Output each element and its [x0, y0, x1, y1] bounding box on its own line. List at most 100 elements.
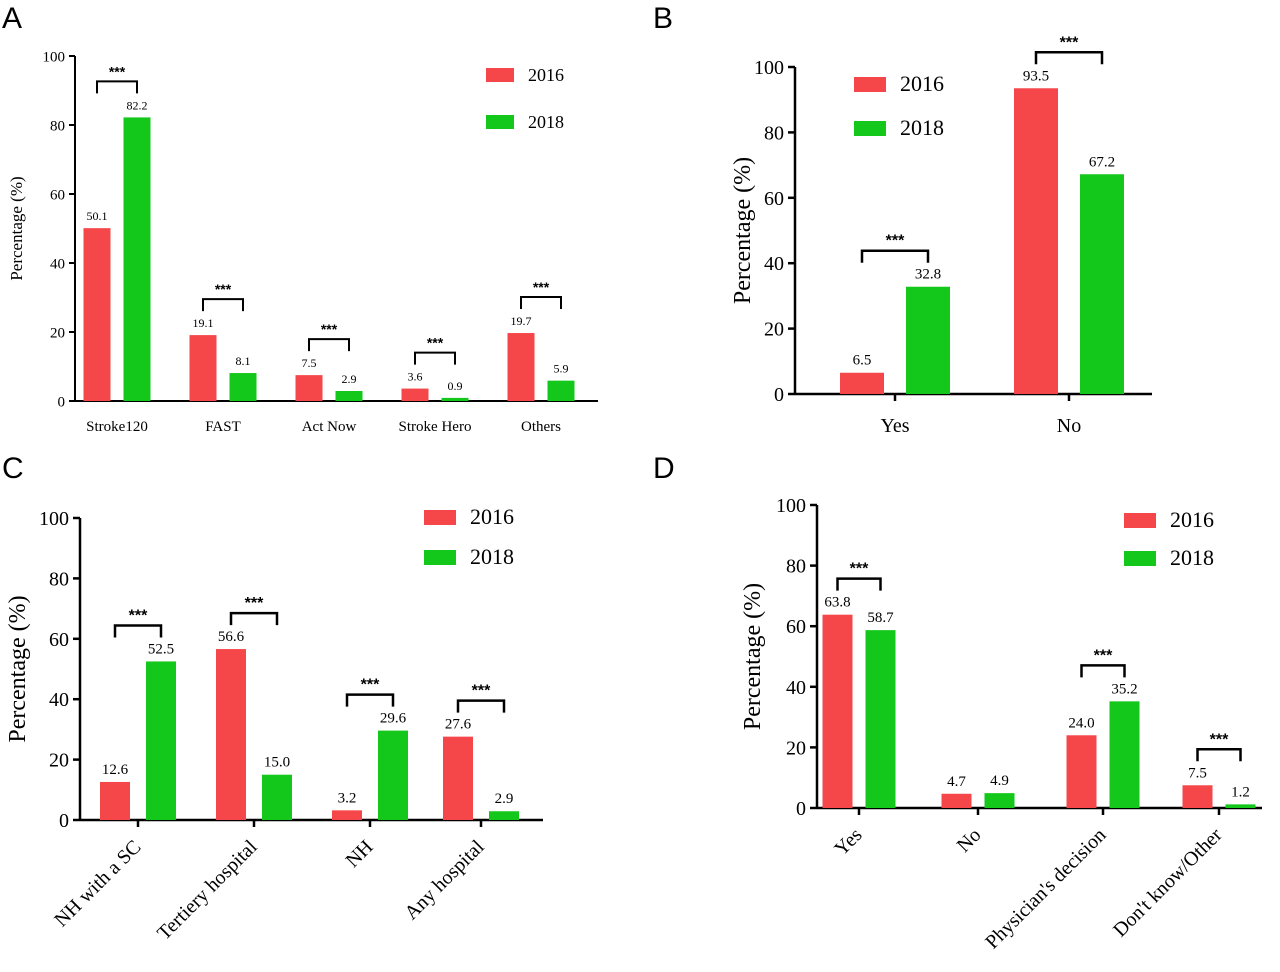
- legend-label: 2016: [1170, 507, 1214, 532]
- legend-label: 2016: [528, 65, 564, 85]
- legend-label: 2018: [900, 115, 944, 140]
- data-label: 67.2: [1089, 154, 1115, 170]
- x-tick-label: Physician's decision: [981, 824, 1110, 953]
- significance-marker: ***: [321, 321, 338, 337]
- data-label: 82.2: [127, 98, 148, 112]
- y-tick-label: 20: [764, 319, 784, 341]
- y-axis-title: Percentage (%): [5, 595, 31, 742]
- data-label: 0.9: [448, 379, 463, 393]
- x-tick-label: Yes: [880, 415, 909, 437]
- bar-2018: [865, 630, 896, 808]
- y-tick-label: 40: [50, 256, 65, 272]
- significance-bracket: [456, 699, 506, 713]
- data-label: 56.6: [218, 629, 245, 645]
- bar-2016: [100, 781, 130, 820]
- y-tick-label: 80: [49, 568, 69, 590]
- legend-label: 2018: [470, 544, 514, 569]
- y-tick-label: 40: [786, 677, 806, 699]
- bar-2018: [378, 730, 408, 820]
- bar-2018: [335, 390, 363, 401]
- bar-2018: [984, 793, 1015, 808]
- significance-bracket: [520, 296, 562, 310]
- data-label: 19.7: [511, 314, 532, 328]
- legend-label: 2016: [900, 71, 944, 96]
- panel-letter: B: [653, 2, 673, 35]
- data-label: 63.8: [824, 595, 850, 611]
- data-label: 2.9: [495, 791, 514, 807]
- data-label: 24.0: [1068, 715, 1094, 731]
- bar-2016: [840, 372, 884, 394]
- y-tick-label: 60: [764, 188, 784, 210]
- bar-2016: [443, 736, 473, 820]
- y-axis-title: Percentage (%): [730, 157, 756, 304]
- data-label: 4.9: [990, 773, 1009, 789]
- data-label: 12.6: [102, 762, 129, 778]
- legend-swatch-2016: [486, 68, 514, 82]
- significance-bracket: [860, 249, 930, 263]
- y-axis-title: Percentage (%): [7, 176, 26, 280]
- data-label: 29.6: [380, 711, 407, 727]
- bar-2018: [906, 286, 950, 394]
- x-tick-label: Stroke Hero: [399, 419, 472, 435]
- data-label: 5.9: [554, 362, 569, 376]
- y-tick-label: 0: [59, 810, 69, 832]
- data-label: 8.1: [236, 354, 251, 368]
- y-axis-title: Percentage (%): [740, 583, 766, 730]
- data-label: 50.1: [87, 209, 108, 223]
- panel-b: B 0 20 40 60 80 100 Percentage (%) 6.5 32.8 *** Yes…: [653, 2, 1152, 437]
- bar-2016: [1014, 88, 1058, 394]
- panel-letter: D: [653, 452, 675, 485]
- legend-swatch-2018: [854, 121, 886, 136]
- panel-d: D 0 20 40 60 80 100 Percentage (%) 63.8 58.7 *** Ye…: [653, 452, 1262, 953]
- bar-2018: [123, 117, 151, 401]
- panel-letter: C: [2, 452, 24, 485]
- x-tick-label: NH: [342, 836, 378, 872]
- significance-bracket: [229, 611, 279, 626]
- bar-2018: [1225, 804, 1256, 808]
- legend-label: 2018: [1170, 545, 1214, 570]
- significance-marker: ***: [472, 683, 491, 700]
- significance-marker: ***: [361, 677, 380, 694]
- bar-2018: [229, 373, 257, 401]
- legend-label: 2016: [470, 504, 514, 529]
- significance-bracket: [202, 298, 244, 312]
- significance-bracket: [836, 577, 882, 591]
- significance-marker: ***: [245, 595, 264, 612]
- y-tick-label: 20: [786, 737, 806, 759]
- y-tick-label: 0: [774, 384, 784, 406]
- data-label: 19.1: [193, 316, 214, 330]
- y-tick-label: 80: [786, 556, 806, 578]
- bar-2016: [401, 388, 429, 401]
- significance-bracket: [414, 351, 456, 365]
- y-tick-label: 100: [754, 57, 784, 79]
- significance-bracket: [1034, 51, 1104, 65]
- bar-2018: [1080, 174, 1124, 394]
- significance-marker: ***: [1060, 34, 1079, 51]
- data-label: 2.9: [342, 372, 357, 386]
- y-tick-label: 100: [776, 495, 806, 517]
- bar-2018: [262, 774, 292, 820]
- legend-swatch-2018: [1124, 551, 1156, 566]
- panel-letter: A: [2, 2, 22, 35]
- data-label: 15.0: [264, 755, 290, 771]
- panel-a: A 0 20 40 60 80 100 Percentage (%) 50.1 82.2 *** St…: [2, 2, 598, 435]
- data-label: 3.2: [338, 790, 357, 806]
- bar-2018: [1109, 701, 1140, 808]
- significance-marker: ***: [129, 607, 148, 624]
- data-label: 1.2: [1231, 784, 1250, 800]
- y-tick-label: 0: [58, 394, 66, 410]
- data-label: 7.5: [302, 356, 317, 370]
- legend-swatch-2018: [486, 115, 514, 129]
- x-tick-label: Tertiery hospital: [153, 836, 262, 945]
- bar-2018: [489, 811, 519, 820]
- data-label: 35.2: [1111, 681, 1137, 697]
- significance-marker: ***: [215, 281, 232, 297]
- data-label: 4.7: [947, 774, 966, 790]
- y-tick-label: 80: [50, 118, 65, 134]
- legend-label: 2018: [528, 112, 564, 132]
- data-label: 27.6: [445, 717, 472, 733]
- legend-swatch-2018: [424, 550, 456, 565]
- data-label: 58.7: [867, 610, 894, 626]
- bar-2016: [941, 793, 972, 808]
